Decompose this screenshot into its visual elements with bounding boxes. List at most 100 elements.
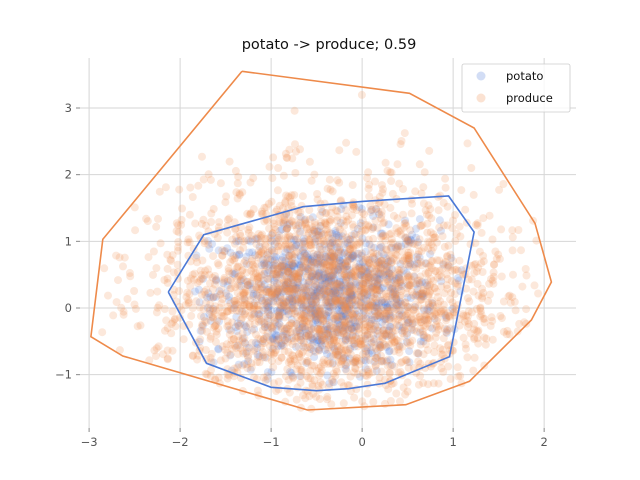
point-potato bbox=[323, 349, 331, 358]
point-potato bbox=[284, 310, 293, 319]
point-produce bbox=[312, 306, 321, 315]
point-produce bbox=[314, 311, 323, 320]
point-potato bbox=[402, 269, 411, 278]
point-produce bbox=[392, 305, 400, 314]
point-potato bbox=[304, 255, 313, 264]
point-produce bbox=[342, 240, 351, 249]
point-potato bbox=[195, 285, 203, 294]
point-potato bbox=[349, 251, 358, 260]
point-produce bbox=[343, 381, 352, 390]
point-produce bbox=[478, 284, 487, 293]
point-produce bbox=[100, 264, 109, 273]
point-produce bbox=[381, 158, 390, 167]
point-potato bbox=[268, 335, 277, 344]
point-produce bbox=[453, 282, 462, 291]
point-potato bbox=[263, 368, 272, 377]
point-potato bbox=[283, 220, 292, 229]
point-produce bbox=[421, 269, 430, 278]
point-potato bbox=[205, 244, 214, 253]
point-produce bbox=[443, 275, 452, 283]
point-produce bbox=[268, 174, 277, 183]
point-produce bbox=[332, 365, 341, 374]
point-produce bbox=[463, 312, 472, 321]
point-potato bbox=[376, 341, 385, 350]
point-produce bbox=[393, 279, 401, 287]
point-produce bbox=[442, 314, 451, 323]
point-potato bbox=[341, 312, 350, 321]
point-potato bbox=[279, 299, 288, 308]
point-potato bbox=[275, 285, 284, 294]
point-potato bbox=[385, 300, 394, 309]
point-potato bbox=[337, 205, 346, 214]
point-produce bbox=[316, 222, 325, 230]
point-potato bbox=[324, 307, 333, 316]
point-potato bbox=[380, 260, 389, 269]
point-potato bbox=[267, 306, 275, 315]
point-potato bbox=[387, 331, 396, 340]
point-potato bbox=[364, 301, 373, 310]
point-produce bbox=[223, 322, 232, 331]
point-potato bbox=[248, 285, 257, 294]
point-produce bbox=[429, 379, 438, 388]
point-produce bbox=[373, 223, 382, 232]
point-produce bbox=[209, 252, 218, 261]
point-produce bbox=[280, 336, 289, 345]
point-produce bbox=[178, 204, 186, 213]
point-produce bbox=[380, 218, 388, 227]
point-produce bbox=[274, 335, 283, 344]
point-potato bbox=[332, 299, 341, 308]
point-potato bbox=[291, 296, 300, 305]
point-produce bbox=[228, 318, 237, 327]
point-produce bbox=[206, 300, 215, 309]
point-potato bbox=[199, 321, 207, 330]
point-potato bbox=[311, 234, 320, 243]
point-produce bbox=[414, 279, 423, 288]
point-produce bbox=[248, 260, 257, 269]
point-produce bbox=[388, 302, 397, 311]
point-potato bbox=[346, 255, 355, 264]
point-potato bbox=[327, 275, 335, 284]
point-produce bbox=[389, 313, 398, 322]
point-potato bbox=[336, 263, 345, 272]
point-produce bbox=[334, 247, 343, 256]
point-potato bbox=[212, 276, 220, 285]
point-potato bbox=[264, 302, 273, 311]
point-produce bbox=[256, 288, 264, 297]
point-produce bbox=[425, 146, 434, 155]
point-potato bbox=[296, 227, 305, 236]
point-potato bbox=[418, 278, 426, 287]
point-produce bbox=[374, 207, 383, 216]
point-potato bbox=[367, 310, 376, 319]
point-potato bbox=[335, 253, 344, 262]
point-potato bbox=[310, 310, 319, 319]
point-potato bbox=[263, 250, 271, 259]
point-potato bbox=[328, 238, 337, 247]
point-produce bbox=[281, 302, 290, 311]
point-produce bbox=[386, 397, 395, 405]
point-potato bbox=[322, 253, 330, 261]
point-produce bbox=[323, 330, 332, 339]
point-produce bbox=[255, 267, 264, 276]
point-produce bbox=[402, 254, 411, 263]
point-potato bbox=[299, 278, 308, 287]
point-produce bbox=[231, 239, 239, 248]
point-potato bbox=[393, 301, 402, 310]
point-potato bbox=[292, 240, 301, 249]
point-potato bbox=[406, 235, 415, 244]
point-potato bbox=[313, 336, 322, 345]
point-potato bbox=[328, 262, 337, 271]
point-produce bbox=[379, 269, 388, 278]
point-potato bbox=[345, 265, 354, 274]
point-produce bbox=[390, 292, 399, 301]
point-produce bbox=[489, 260, 498, 269]
point-produce bbox=[152, 264, 161, 273]
point-produce bbox=[301, 331, 310, 340]
point-potato bbox=[321, 274, 330, 283]
point-potato bbox=[263, 320, 272, 329]
point-produce bbox=[222, 192, 231, 201]
point-potato bbox=[356, 219, 365, 228]
point-produce bbox=[494, 250, 503, 259]
point-potato bbox=[333, 316, 342, 325]
point-produce bbox=[441, 183, 450, 192]
point-produce bbox=[329, 262, 338, 271]
